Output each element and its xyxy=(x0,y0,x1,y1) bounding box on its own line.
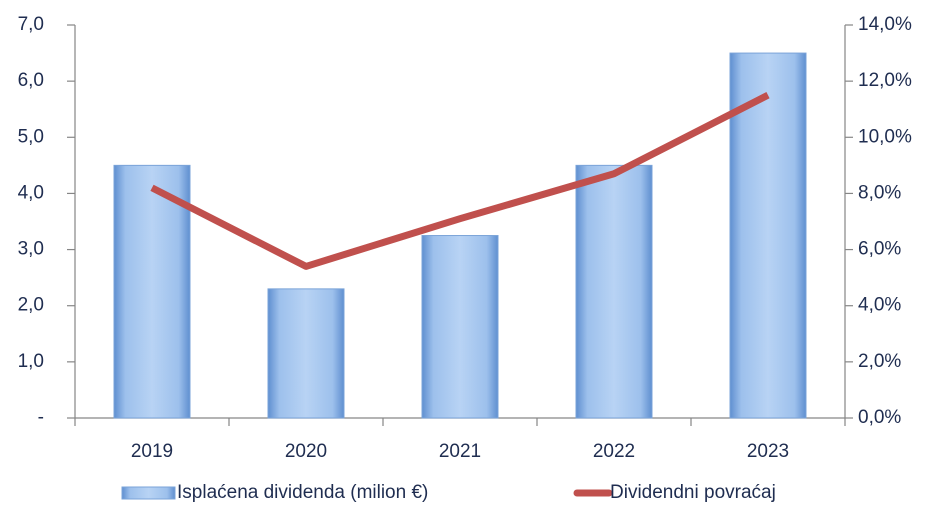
y-tick-label: 3,0 xyxy=(18,239,44,260)
bar xyxy=(421,235,499,419)
line xyxy=(150,92,770,270)
legend-swatch xyxy=(121,486,176,500)
y-tick-label: 6,0 xyxy=(18,70,44,91)
y2-tick-label: 14,0% xyxy=(858,14,912,35)
bar xyxy=(113,164,191,419)
legend-label: Isplaćena dividenda (milion €) xyxy=(177,482,428,503)
y-tick-label: 7,0 xyxy=(18,14,44,35)
y2-tick-label: 6,0% xyxy=(858,239,901,260)
bar xyxy=(575,164,653,419)
y2-tick-label: 8,0% xyxy=(858,182,901,203)
x-tick-label: 2020 xyxy=(285,441,327,462)
bar xyxy=(267,288,345,419)
y-tick-label: 4,0 xyxy=(18,182,44,203)
y2-tick-label: 2,0% xyxy=(858,351,901,372)
y2-tick-label: 10,0% xyxy=(858,126,912,147)
x-tick-label: 2022 xyxy=(593,441,635,462)
y2-tick-label: 12,0% xyxy=(858,70,912,91)
bar xyxy=(729,52,807,419)
y2-tick-label: 0,0% xyxy=(858,407,901,428)
legend-label: Dividendni povraćaj xyxy=(610,482,776,503)
y-tick-label: 2,0 xyxy=(18,295,44,316)
y-tick-label: 5,0 xyxy=(18,126,44,147)
y-tick-label: - xyxy=(38,407,44,428)
x-tick-label: 2021 xyxy=(439,441,481,462)
y-tick-label: 1,0 xyxy=(18,351,44,372)
y2-tick-label: 4,0% xyxy=(858,295,901,316)
x-tick-label: 2019 xyxy=(131,441,173,462)
x-tick-label: 2023 xyxy=(747,441,789,462)
